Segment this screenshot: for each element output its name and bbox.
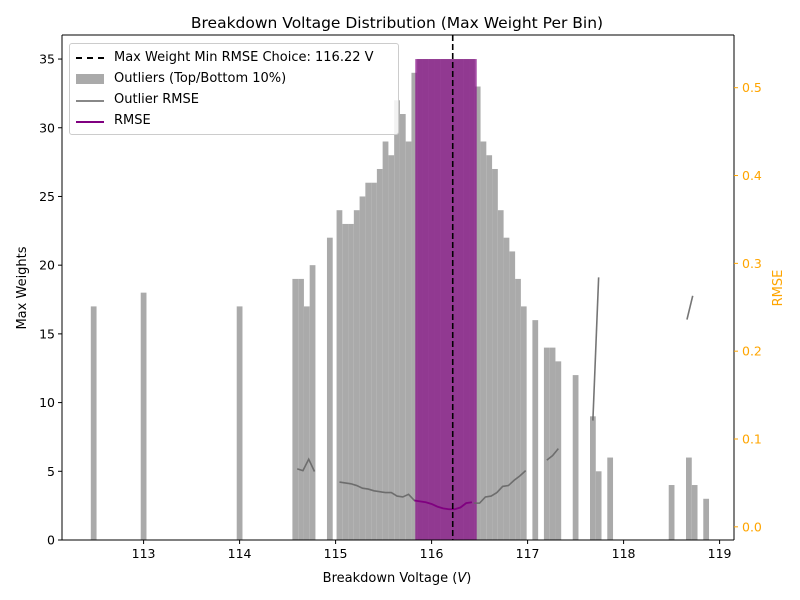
bar <box>90 306 97 540</box>
legend-swatch-line <box>76 100 104 102</box>
bar <box>703 498 710 540</box>
bar <box>572 375 579 540</box>
legend-swatch-patch <box>76 74 104 84</box>
bar <box>520 306 527 540</box>
x-tick-label: 114 <box>228 546 252 561</box>
bar <box>497 210 504 540</box>
x-axis-label: Breakdown Voltage (V) <box>323 571 472 586</box>
bar <box>590 416 596 540</box>
outlier-rmse-line <box>592 277 600 421</box>
bar <box>607 457 614 540</box>
outlier-rmse-line <box>339 481 415 502</box>
legend-entry-outlier-rmse: Outlier RMSE <box>70 91 398 111</box>
bar <box>474 86 481 540</box>
legend-swatch-line <box>76 121 104 123</box>
y-tick-label: 30 <box>39 120 55 135</box>
bar <box>298 278 304 540</box>
y2-tick-label: 0.3 <box>742 256 762 271</box>
outlier-rmse-line <box>473 470 527 504</box>
axes-layer: 113 114 115 116 117 118 119 0 5 10 15 20 25 30 35 0.0 0.… <box>39 34 762 561</box>
legend-entry-outliers: Outliers (Top/Bottom 10%) <box>70 70 398 90</box>
y2-axis-label: RMSE <box>771 270 786 307</box>
bar <box>140 292 147 540</box>
bar <box>394 100 400 541</box>
bar <box>532 320 539 540</box>
bar <box>359 196 366 540</box>
x-tick-label: 115 <box>324 546 348 561</box>
legend-label: Outliers (Top/Bottom 10%) <box>114 71 287 86</box>
bar <box>555 361 562 540</box>
rmse-line <box>414 499 473 511</box>
bar <box>303 306 310 540</box>
y-tick-label: 10 <box>39 395 55 410</box>
x-tick-label: 117 <box>516 546 540 561</box>
legend: Max Weight Min RMSE Choice: 116.22 V Out… <box>69 43 399 135</box>
bar <box>342 223 349 541</box>
bar <box>503 237 510 540</box>
y2-tick-label: 0.1 <box>742 432 762 447</box>
x-tick-label: 113 <box>132 546 156 561</box>
bar <box>353 210 360 540</box>
chart-title: Breakdown Voltage Distribution (Max Weig… <box>191 14 603 32</box>
bar <box>486 155 493 540</box>
bars-layer <box>90 59 710 541</box>
bar <box>371 182 377 541</box>
legend-entry-max-weight-choice: Max Weight Min RMSE Choice: 116.22 V <box>70 49 398 69</box>
y-tick-label: 0 <box>47 533 55 548</box>
bar <box>405 141 412 541</box>
bar <box>376 168 383 540</box>
y-tick-label: 20 <box>39 258 55 273</box>
y-axis-label: Max Weights <box>15 246 30 329</box>
y-tick-label: 15 <box>39 326 55 341</box>
legend-label: Max Weight Min RMSE Choice: 116.22 V <box>114 50 374 65</box>
y-tick-label: 35 <box>39 52 55 67</box>
y-tick-label: 25 <box>39 189 55 204</box>
y-tick-label: 5 <box>47 464 55 479</box>
x-tick-label: 118 <box>612 546 636 561</box>
bar <box>668 485 675 540</box>
bar <box>686 457 692 540</box>
bar <box>236 306 243 540</box>
bar <box>292 278 299 540</box>
bar <box>549 347 556 540</box>
outlier-rmse-line <box>686 295 694 320</box>
y2-tick-label: 0.4 <box>742 168 762 183</box>
legend-label: Outlier RMSE <box>114 92 199 107</box>
x-tick-label: 116 <box>420 546 444 561</box>
outlier-rmse-line <box>546 448 559 461</box>
bar <box>480 141 487 541</box>
bar <box>399 114 406 540</box>
bar <box>543 347 550 540</box>
legend-entry-rmse: RMSE <box>70 112 398 132</box>
bar <box>509 251 516 540</box>
bar <box>309 265 316 540</box>
y2-tick-label: 0.0 <box>742 519 762 534</box>
bar <box>336 210 343 540</box>
y2-tick-label: 0.5 <box>742 80 762 95</box>
x-tick-label: 119 <box>708 546 732 561</box>
outlier-rmse-line <box>296 457 316 472</box>
bar <box>326 237 333 540</box>
y2-tick-label: 0.2 <box>742 344 762 359</box>
lines-layer <box>296 35 694 540</box>
bar <box>492 168 498 540</box>
legend-label: RMSE <box>114 113 151 128</box>
bar <box>388 155 395 540</box>
bar <box>382 141 389 541</box>
bar <box>365 182 372 541</box>
bar <box>691 485 698 540</box>
legend-swatch-dashed <box>76 57 104 59</box>
bar <box>595 471 602 540</box>
bar <box>348 223 354 541</box>
bar <box>411 72 418 540</box>
bar <box>515 278 521 540</box>
highlight-bar <box>415 59 477 541</box>
